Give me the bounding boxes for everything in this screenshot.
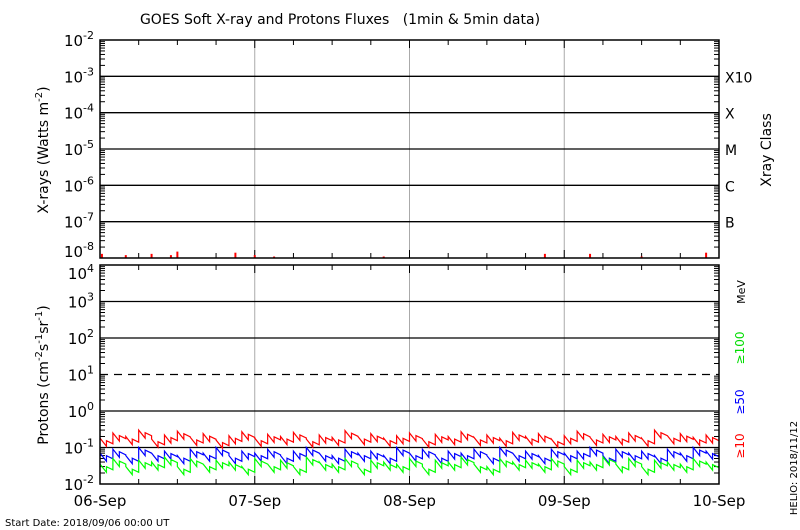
y-tick-label: 10-1 bbox=[64, 437, 94, 458]
y-tick-label: 10-5 bbox=[64, 138, 94, 159]
legend-ge100: ≥100 bbox=[733, 332, 747, 365]
y-tick-label: 10-8 bbox=[64, 240, 94, 261]
x-tick-label: 10-Sep bbox=[693, 492, 746, 510]
proton-series-ge100 bbox=[99, 455, 720, 477]
x-tick-label: 09-Sep bbox=[538, 492, 591, 510]
y-tick-label: 103 bbox=[68, 291, 94, 312]
y-tick-label: 10-2 bbox=[64, 29, 94, 50]
xray-class-x: X bbox=[725, 107, 735, 123]
plot-frame bbox=[99, 39, 720, 259]
x-tick-label: 07-Sep bbox=[228, 492, 281, 510]
y-tick-label: 10-3 bbox=[64, 65, 94, 86]
y-tick-label: 102 bbox=[68, 327, 94, 348]
mev-label: MeV bbox=[735, 280, 748, 304]
y-tick-label: 100 bbox=[68, 400, 94, 421]
credit-label: HELIO: 2018/11/12 bbox=[789, 421, 800, 515]
xray-class-m: M bbox=[725, 143, 737, 159]
proton-series-ge50 bbox=[99, 445, 720, 466]
xray-class-x10: X10 bbox=[725, 70, 752, 86]
y-tick-label: 10-6 bbox=[64, 174, 94, 195]
xray-class-c: C bbox=[725, 179, 735, 195]
xray-class-b: B bbox=[725, 216, 735, 232]
xray-ylabel: X-rays (Watts m-2) bbox=[34, 86, 52, 213]
y-tick-label: 10-4 bbox=[64, 102, 94, 123]
plot-frame bbox=[99, 264, 720, 485]
start-date: Start Date: 2018/09/06 00:00 UT bbox=[5, 518, 170, 529]
legend-ge50: ≥50 bbox=[733, 389, 747, 414]
y-tick-label: 10-7 bbox=[64, 211, 94, 232]
plot-area: 10-8 10-7 10-6 10-5 10-4 10-3 10-2 B C M X X10 10-2 1… bbox=[64, 29, 752, 510]
x-tick-label: 08-Sep bbox=[383, 492, 436, 510]
proton-ylabel: Protons (cm-2s-1sr-1) bbox=[34, 305, 52, 444]
y-tick-label: 101 bbox=[68, 364, 94, 385]
proton-series-ge10 bbox=[99, 428, 720, 450]
chart-title: GOES Soft X-ray and Protons Fluxes (1min… bbox=[140, 12, 540, 28]
xray-class-label: Xray Class bbox=[759, 113, 775, 187]
y-tick-label: 104 bbox=[68, 262, 94, 283]
y-tick-label: 10-2 bbox=[64, 473, 94, 494]
legend-ge10: ≥10 bbox=[733, 433, 747, 458]
x-tick-label: 06-Sep bbox=[74, 492, 127, 510]
